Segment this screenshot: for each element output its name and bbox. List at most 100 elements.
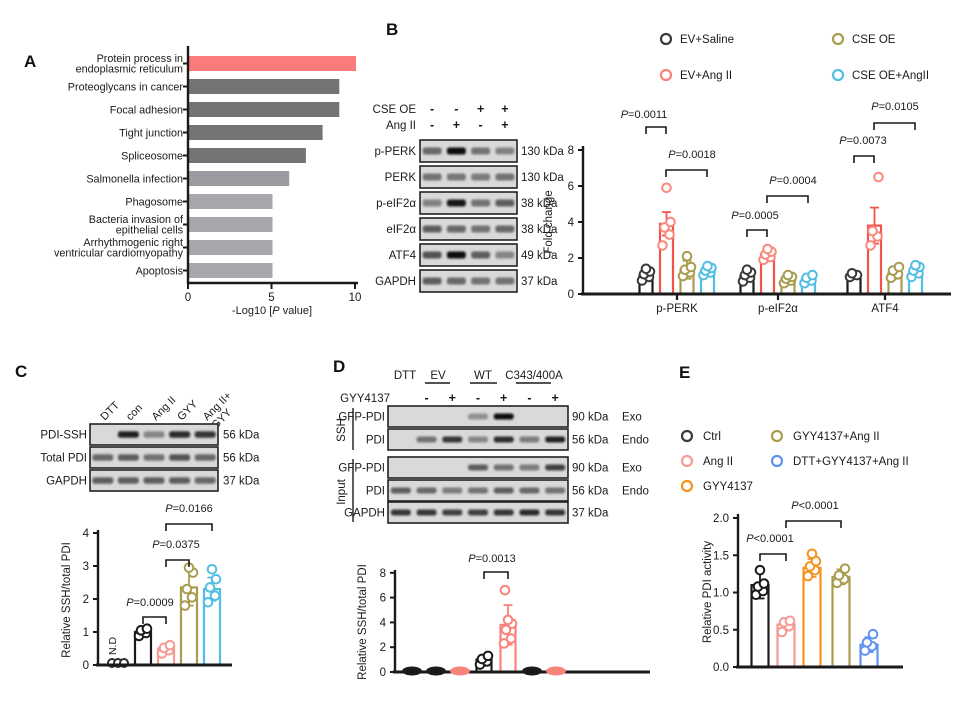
kda-label: 130 kDa [521, 172, 564, 184]
legend-label: GYY4137+Ang II [793, 431, 880, 443]
legend-marker [659, 32, 673, 46]
panel-d-chart: 0 2 4 6 8 Relative SSH/total PDI P=0.0013 [357, 553, 650, 680]
data-dot [910, 259, 921, 271]
section-label: SSH [336, 418, 348, 442]
group-label: ATF4 [871, 303, 899, 315]
blot-band [495, 225, 515, 233]
blot-band [545, 487, 566, 494]
category-label: Focal adhesion [110, 104, 183, 116]
blot-band [468, 464, 488, 471]
category-label: Protein process in [97, 53, 183, 65]
blot-band [92, 477, 114, 484]
data-dot [181, 583, 193, 595]
panel-b-blot: CSE OE - - + + Ang II - + - + p-PERK 130 kDa PERK 130… [373, 102, 564, 293]
category-label: Arrhythmogenic right [83, 237, 183, 249]
blot-band [519, 509, 540, 516]
legend-marker [680, 429, 694, 443]
panel-label-d: D [333, 357, 346, 376]
y-tick-label: 4 [380, 617, 387, 629]
pathway-bar [189, 102, 340, 117]
panel-b-chart: EV+Saline EV+Ang II CSE OE CSE OE+AngII 0 2 4 6… [543, 32, 951, 315]
data-dot [502, 614, 514, 626]
kda-label: 49 kDa [521, 250, 558, 262]
bar [831, 575, 851, 669]
blot-band [169, 431, 191, 438]
blot-band [194, 454, 216, 461]
blot-band [493, 464, 514, 471]
protein-label: PDI [366, 435, 385, 447]
blot-band [493, 413, 514, 420]
data-dot [861, 637, 873, 648]
y-axis-label: Relative PDI activity [702, 541, 714, 644]
data-dot [505, 633, 517, 644]
treatment-sign: - [430, 118, 434, 132]
legend-marker [831, 68, 845, 82]
blot-band [422, 251, 442, 259]
blot-band [471, 251, 491, 259]
y-tick-label: 0 [380, 667, 386, 679]
category-label: Bacteria invasion of [89, 214, 184, 226]
blot-band [390, 487, 411, 494]
lane-label: con [124, 402, 145, 423]
fraction-label: Endo [622, 486, 649, 498]
y-tick-label: 6 [380, 593, 386, 605]
protein-label: GFP-PDI [338, 412, 385, 424]
blot-band [471, 147, 491, 155]
blot-band [422, 225, 442, 233]
data-dot [833, 570, 845, 581]
data-dot [665, 216, 676, 228]
category-label: Spliceosome [121, 150, 183, 162]
p-value-label: P=0.0375 [152, 539, 199, 551]
blot-band [545, 464, 566, 471]
data-dot [661, 182, 672, 194]
zero-cluster [426, 666, 446, 676]
treatment-sign: - [454, 102, 458, 116]
treatment-sign: + [551, 391, 558, 405]
y-axis-label: Relative SSH/total PDI [61, 542, 73, 658]
blot-band [446, 225, 466, 233]
bar [802, 566, 822, 669]
data-dot [893, 261, 905, 273]
y-axis-label: Fold change [543, 190, 555, 253]
data-dot [846, 268, 858, 279]
legend-marker [831, 32, 845, 46]
data-dot [702, 260, 713, 272]
data-dot [685, 261, 697, 273]
kda-label: 38 kDa [521, 224, 558, 236]
blot-box [419, 269, 518, 293]
treatment-label: CSE OE [373, 104, 417, 116]
legend-label: Ang II [703, 456, 733, 468]
p-value-label: P=0.0166 [165, 503, 212, 515]
data-dot [204, 582, 216, 593]
protein-label: p-PERK [374, 146, 416, 158]
data-dot [482, 650, 494, 662]
blot-band [471, 277, 491, 285]
significance-bracket [165, 523, 213, 531]
legend-label: EV+Ang II [680, 70, 732, 82]
significance-bracket [483, 571, 509, 579]
blot-band [169, 454, 191, 461]
blot-band [495, 199, 515, 207]
blot-band [471, 199, 491, 207]
blot-band [442, 509, 463, 516]
blot-band [442, 487, 463, 494]
x-tick-label: 0 [185, 292, 191, 304]
category-label: Tight junction [119, 127, 183, 139]
treatment-sign: + [453, 118, 460, 132]
legend-marker [770, 454, 784, 468]
y-tick-label: 8 [380, 568, 386, 580]
legend-marker [680, 454, 694, 468]
y-tick-label: 0.5 [713, 625, 729, 637]
panel-e-chart: Ctrl Ang II GYY4137 GYY4137+Ang II DTT+GYY41… [680, 429, 909, 674]
treatment-sign: - [424, 391, 428, 405]
blot-band [194, 431, 216, 438]
data-dot [839, 563, 851, 574]
p-value-label: P=0.0009 [126, 597, 173, 609]
y-tick-label: 2.0 [713, 513, 729, 525]
blot-band [471, 173, 491, 181]
protein-label: ATF4 [389, 250, 417, 262]
y-tick-label: 0 [568, 289, 574, 301]
